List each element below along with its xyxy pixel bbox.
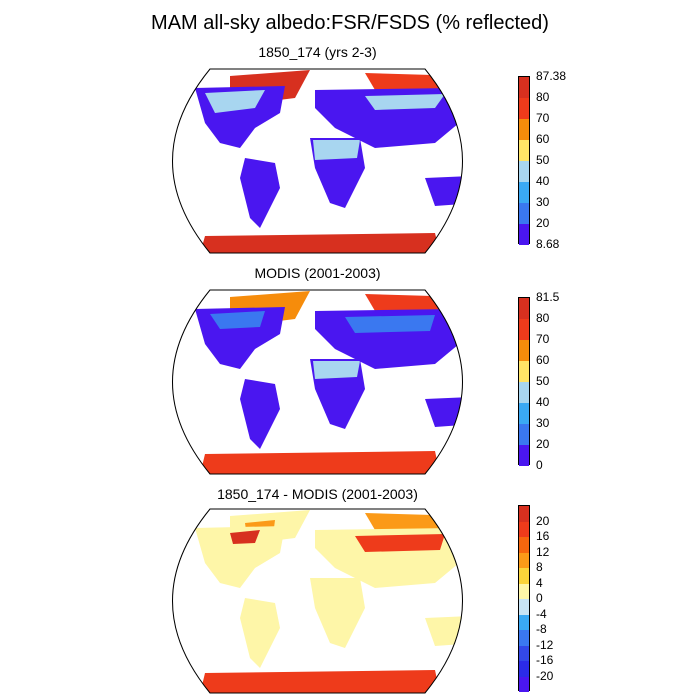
- swatch: [519, 583, 529, 599]
- swatch: [519, 319, 529, 340]
- colorbar-label: 80: [536, 90, 550, 104]
- colorbar-label: 81.5: [536, 290, 560, 304]
- panel-title-diff: 1850_174 - MODIS (2001-2003): [217, 486, 418, 502]
- colorbar-label: -12: [536, 638, 554, 652]
- map-model: [135, 68, 500, 254]
- colorbar-label: 8: [536, 560, 543, 574]
- swatch: [519, 630, 529, 646]
- panel-title-model: 1850_174 (yrs 2-3): [258, 44, 377, 60]
- colorbar-label: 70: [536, 111, 550, 125]
- panel-title-obs: MODIS (2001-2003): [254, 265, 381, 281]
- swatch: [519, 98, 529, 119]
- swatch: [519, 161, 529, 182]
- colorbar-label: 50: [536, 153, 550, 167]
- swatch: [519, 424, 529, 445]
- swatch: [519, 676, 529, 692]
- colorbar-label: -16: [536, 653, 554, 667]
- map-obs: [135, 289, 500, 475]
- colorbar-label: 87.38: [536, 69, 567, 83]
- colorbar-label: 12: [536, 545, 550, 559]
- colorbar-label: 50: [536, 374, 550, 388]
- swatch: [519, 445, 529, 466]
- swatch: [519, 552, 529, 568]
- colorbar-label: -8: [536, 622, 547, 636]
- colorbar-label: 8.68: [536, 237, 560, 251]
- figure-title: MAM all-sky albedo:FSR/FSDS (% reflected…: [151, 12, 549, 34]
- colorbar-label: 4: [536, 576, 543, 590]
- swatch: [519, 382, 529, 403]
- colorbar-model: 87.38 80 70 60 50 40 30 20 8.68: [518, 70, 638, 256]
- colorbar-label: -4: [536, 607, 547, 621]
- colorbar-label: 20: [536, 216, 550, 230]
- swatch: [519, 203, 529, 224]
- colorbar-label: 30: [536, 195, 550, 209]
- swatch: [519, 224, 529, 245]
- swatch: [519, 361, 529, 382]
- colorbar-label: 80: [536, 311, 550, 325]
- swatch: [519, 521, 529, 537]
- colorbar-label: 30: [536, 416, 550, 430]
- swatch: [519, 599, 529, 615]
- colorbar-diff: 20 16 12 8 4 0 -4 -8 -12 -16 -20: [518, 505, 638, 695]
- swatch: [519, 661, 529, 677]
- swatch: [519, 340, 529, 361]
- colorbar-label: 40: [536, 174, 550, 188]
- colorbar-label: 0: [536, 458, 543, 472]
- swatch: [519, 506, 529, 522]
- colorbar-label: 70: [536, 332, 550, 346]
- colorbar-label: 20: [536, 437, 550, 451]
- swatch: [519, 645, 529, 661]
- colorbar-label: -20: [536, 669, 554, 683]
- colorbar-diff-swatches: [518, 505, 530, 692]
- colorbar-label: 16: [536, 529, 550, 543]
- colorbar-label: 20: [536, 514, 550, 528]
- swatch: [519, 568, 529, 584]
- swatch: [519, 119, 529, 140]
- colorbar-label: 40: [536, 395, 550, 409]
- colorbar-model-swatches: [518, 76, 530, 245]
- colorbar-obs-swatches: [518, 297, 530, 466]
- swatch: [519, 140, 529, 161]
- colorbar-label: 0: [536, 591, 543, 605]
- swatch: [519, 403, 529, 424]
- colorbar-label: 60: [536, 353, 550, 367]
- colorbar-label: 60: [536, 132, 550, 146]
- swatch: [519, 77, 529, 98]
- swatch: [519, 614, 529, 630]
- swatch: [519, 182, 529, 203]
- colorbar-obs: 81.5 80 70 60 50 40 30 20 0: [518, 291, 638, 477]
- swatch: [519, 537, 529, 553]
- map-diff: [135, 508, 500, 694]
- swatch: [519, 298, 529, 319]
